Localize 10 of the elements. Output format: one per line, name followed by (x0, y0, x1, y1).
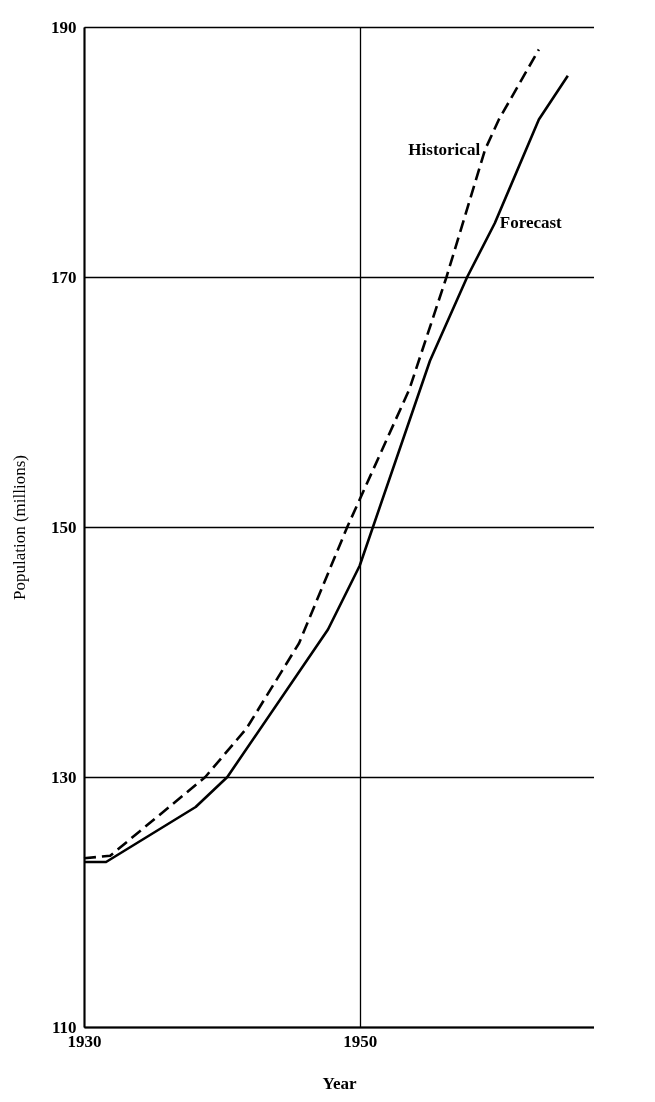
series-label: Forecast (499, 213, 563, 233)
x-axis-title: Year (322, 1073, 357, 1093)
y-tick-label: 150 (51, 517, 77, 537)
x-tick-label: 1950 (343, 1031, 378, 1051)
series-label: Historical (408, 139, 481, 159)
y-axis-title: Population (millions) (10, 455, 29, 600)
y-tick-label: 190 (51, 17, 77, 37)
y-tick-label: 170 (51, 267, 77, 287)
y-tick-label: 110 (51, 1017, 77, 1037)
y-tick-label: 130 (51, 767, 77, 787)
